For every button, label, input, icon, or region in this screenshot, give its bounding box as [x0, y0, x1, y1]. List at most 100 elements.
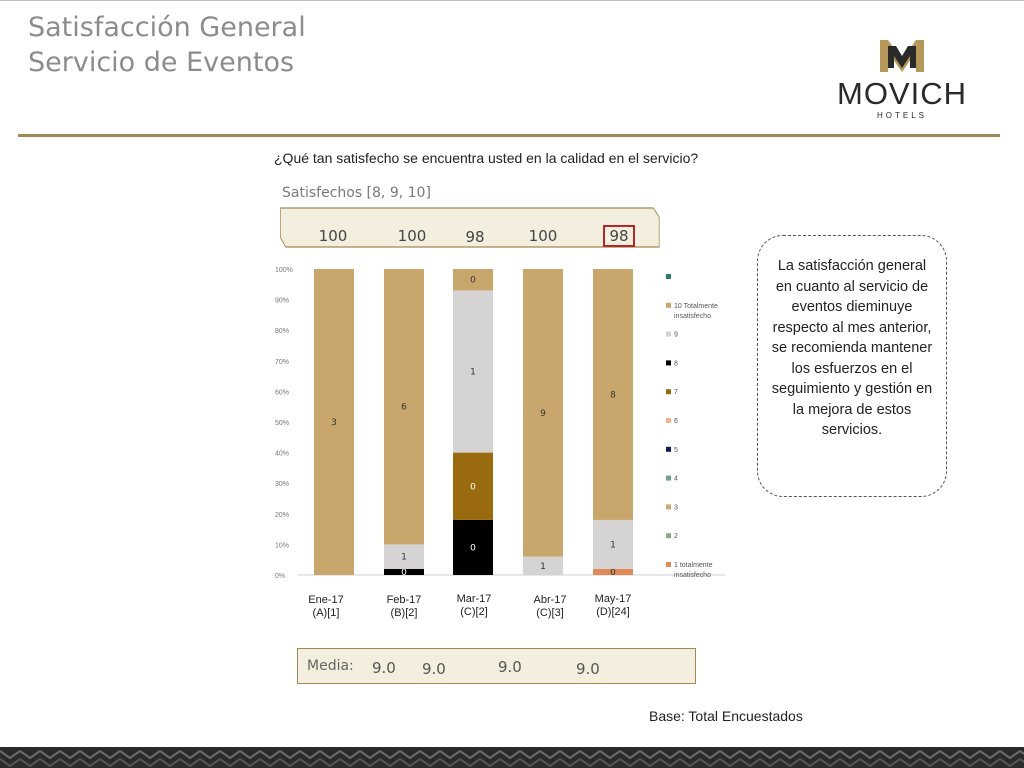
decorative-footer-band [0, 747, 1024, 768]
survey-question: ¿Qué tan satisfecho se encuentra usted e… [274, 150, 699, 166]
y-tick-label: 100% [275, 267, 293, 274]
category-label: May-17 (D)[24] [578, 593, 648, 619]
bar-segment [453, 519, 493, 575]
y-tick-label: 80% [275, 328, 289, 335]
media-label: Media: [307, 658, 354, 674]
y-tick-label: 40% [275, 451, 289, 458]
footer-pattern [0, 747, 1024, 768]
legend-label: 7 [674, 389, 678, 396]
category-label: Mar-17 (C)[2] [439, 593, 509, 619]
logo-text: MOVICH [837, 76, 967, 111]
title-line-1: Satisfacción General [28, 12, 306, 43]
legend-label: 6 [674, 418, 678, 425]
segment-data-label: 1 [540, 562, 546, 572]
category-sublabel: (D)[24] [596, 606, 630, 618]
legend-swatch [666, 418, 671, 423]
segment-data-label: 0 [401, 568, 407, 578]
bar-segment [384, 544, 424, 569]
legend-label: 2 [674, 533, 678, 540]
category-name: Feb-17 [386, 594, 422, 606]
y-tick-label: 50% [275, 420, 289, 427]
bar-segment [593, 269, 633, 520]
bar-segment [523, 269, 563, 557]
segment-data-label: 0 [610, 568, 616, 578]
legend-swatch [666, 562, 671, 567]
legend-swatch [666, 302, 671, 308]
category-sublabel: (B)[2] [390, 607, 418, 619]
bar-segment [384, 269, 424, 545]
media-value: 9.0 [372, 659, 396, 677]
legend-swatch [666, 274, 671, 279]
insight-callout: La satisfacción general en cuanto al ser… [757, 235, 947, 497]
bar-segment [593, 519, 633, 569]
header-rule [18, 134, 1000, 137]
media-value: 9.0 [498, 658, 522, 676]
bar-segment [523, 556, 563, 575]
category-sublabel: (C)[3] [536, 607, 564, 619]
category-name: Ene-17 [308, 594, 344, 606]
bar-segment [453, 452, 493, 520]
category-label: Feb-17 (B)[2] [369, 594, 439, 620]
y-tick-label: 60% [275, 389, 289, 396]
logo-subtext: HOTELS [877, 111, 927, 120]
base-note: Base: Total Encuestados [649, 708, 803, 724]
category-label: Abr-17 (C)[3] [515, 594, 585, 620]
legend-swatch [666, 504, 671, 510]
satisfied-value: 98 [465, 228, 485, 246]
media-band [297, 648, 696, 684]
category-sublabel: (C)[2] [460, 606, 488, 618]
logo-mark-front [888, 46, 916, 68]
segment-data-label: 1 [470, 368, 476, 378]
legend-swatch [666, 475, 671, 481]
satisfied-band [280, 207, 660, 248]
bar-segment [384, 568, 424, 575]
top-border [0, 0, 1024, 1]
segment-data-label: 3 [331, 418, 337, 428]
legend-label: 8 [674, 360, 678, 367]
media-value: 9.0 [422, 660, 446, 678]
legend-swatch [666, 331, 671, 337]
segment-data-label: 8 [610, 390, 616, 400]
category-name: Abr-17 [533, 594, 567, 606]
segment-data-label: 9 [540, 409, 546, 419]
satisfied-value: 100 [318, 227, 348, 245]
segment-data-label: 6 [401, 403, 407, 413]
bar-segment [453, 290, 493, 453]
legend-swatch [666, 533, 671, 539]
page-title: Satisfacción General Servicio de Eventos [28, 10, 306, 80]
legend-swatch [666, 446, 671, 452]
y-tick-label: 30% [275, 481, 289, 488]
legend-label: 10 Totalmente [674, 303, 718, 310]
satisfied-label: Satisfechos [8, 9, 10] [282, 185, 431, 201]
bar-segment [314, 269, 354, 575]
category-name: Mar-17 [456, 593, 492, 605]
legend-swatch [666, 360, 671, 366]
satisfied-band-shape [280, 207, 660, 248]
satisfied-value: 100 [397, 227, 427, 245]
category-label: Ene-17 (A)[1] [291, 594, 361, 620]
legend-label: insatisfecho [674, 572, 711, 579]
segment-data-label: 0 [470, 276, 476, 286]
satisfied-value: 100 [528, 227, 558, 245]
segment-data-label: 1 [401, 553, 407, 563]
legend-swatch [666, 389, 671, 395]
y-tick-label: 90% [275, 298, 289, 305]
legend-label: 4 [674, 476, 678, 483]
legend-label: 5 [674, 447, 678, 454]
bar-segment [593, 568, 633, 575]
segment-data-label: 0 [470, 543, 476, 553]
y-tick-label: 0% [275, 573, 285, 580]
media-value: 9.0 [576, 660, 600, 678]
segment-data-label: 0 [470, 482, 476, 492]
legend-label: insatisfecho [674, 313, 711, 320]
satisfied-value-highlighted: 98 [603, 225, 635, 247]
legend-label: 9 [674, 332, 678, 339]
legend-label: 3 [674, 504, 678, 511]
y-tick-label: 20% [275, 512, 289, 519]
y-tick-label: 70% [275, 359, 289, 366]
movich-logo: MOVICH HOTELS [837, 40, 967, 120]
bar-segment [453, 269, 493, 291]
legend-label: 1 totalmente [674, 562, 713, 569]
segment-data-label: 1 [610, 540, 616, 550]
title-line-2: Servicio de Eventos [28, 47, 295, 78]
